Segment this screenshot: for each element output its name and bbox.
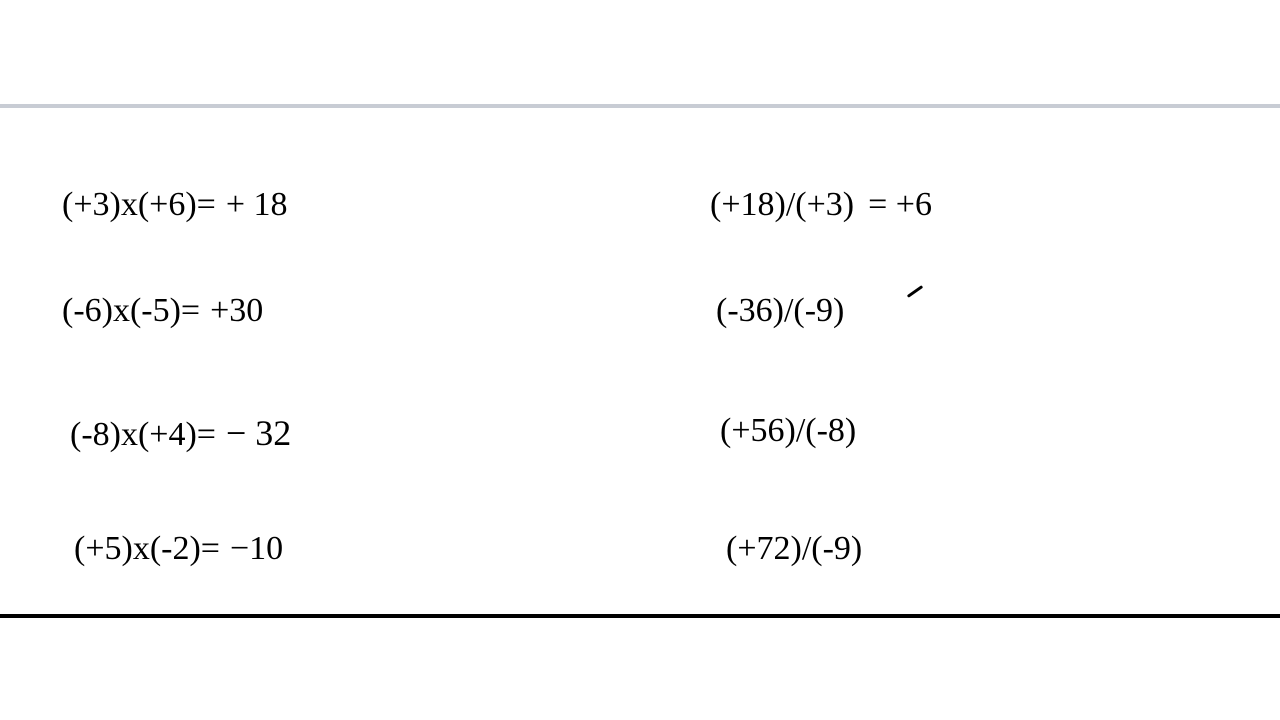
equation-left-1: (+3)x(+6)= + 18	[62, 186, 288, 224]
expression-text: (+3)x(+6)=	[62, 186, 216, 224]
equation-right-4: (+72)/(-9)	[726, 530, 872, 568]
expression-text: (+72)/(-9)	[726, 530, 862, 568]
answer-text: −10	[230, 530, 283, 568]
equation-left-2: (-6)x(-5)= +30	[62, 292, 263, 330]
equation-right-3: (+56)/(-8)	[720, 412, 866, 450]
answer-text: − 32	[226, 412, 291, 454]
expression-text: (+5)x(-2)=	[74, 530, 220, 568]
answer-text: + 18	[226, 186, 288, 224]
pen-cursor-icon	[907, 285, 923, 298]
worksheet-page: (+3)x(+6)= + 18 (-6)x(-5)= +30 (-8)x(+4)…	[0, 0, 1280, 720]
expression-text: (-6)x(-5)=	[62, 292, 200, 330]
expression-text: (-8)x(+4)=	[70, 416, 216, 454]
equation-left-4: (+5)x(-2)= −10	[74, 530, 283, 568]
answer-text: +30	[210, 292, 263, 330]
expression-text: (+56)/(-8)	[720, 412, 856, 450]
equation-right-2: (-36)/(-9)	[716, 292, 854, 330]
top-border	[0, 104, 1280, 108]
expression-text: (+18)/(+3)	[710, 186, 854, 224]
expression-text: (-36)/(-9)	[716, 292, 844, 330]
equation-left-3: (-8)x(+4)= − 32	[70, 412, 291, 454]
answer-text: = +6	[868, 186, 932, 224]
equation-right-1: (+18)/(+3) = +6	[710, 186, 932, 224]
bottom-border	[0, 614, 1280, 618]
